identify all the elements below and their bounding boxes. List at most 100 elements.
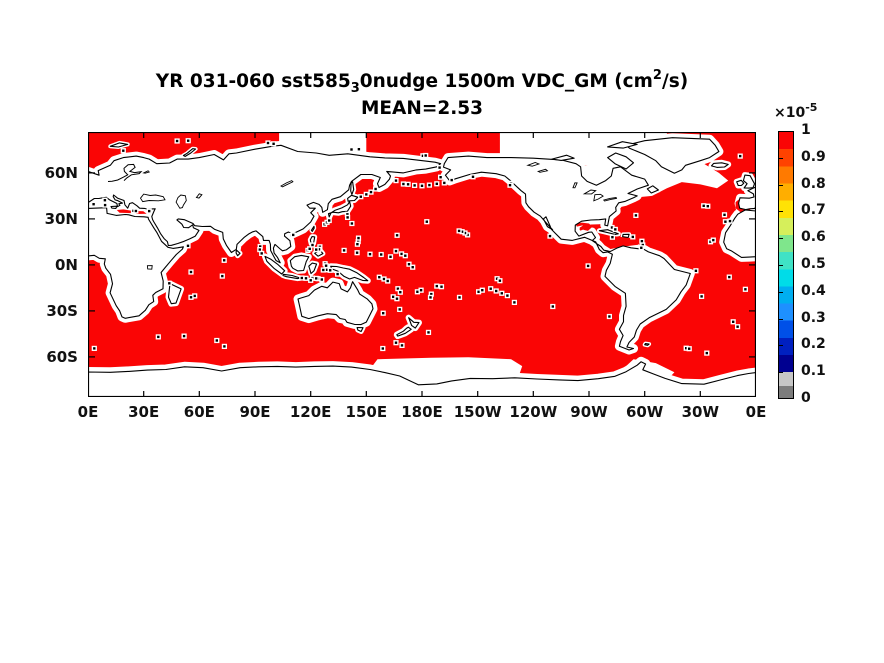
island-dot <box>728 219 732 223</box>
island-dot <box>260 252 263 255</box>
plot-title: YR 031-060 sst58530nudge 1500m VDC_GM (c… <box>155 68 689 96</box>
island-dot <box>315 277 318 280</box>
island-dot <box>328 219 331 222</box>
x-tick-label-120W: 120W <box>509 403 558 421</box>
island-dot <box>93 347 96 350</box>
island-dot <box>394 341 398 344</box>
coastline-java <box>282 273 302 280</box>
island-dot <box>586 264 590 268</box>
island-dot <box>435 284 438 288</box>
lake-lake-victoria <box>146 265 153 270</box>
lake-lake-erie-ontario <box>602 197 618 202</box>
coast-baltic-sea <box>107 163 143 182</box>
island-dot <box>175 139 179 143</box>
coastline-novaya-zemlya <box>182 148 197 157</box>
island-dot <box>495 277 499 280</box>
island-dot <box>382 277 386 281</box>
island-dot <box>413 184 416 187</box>
coastline-iceland <box>710 162 729 168</box>
high-value-patch-ionian-patch <box>116 209 132 214</box>
island-dot <box>189 270 193 274</box>
coastline-north-america <box>442 155 649 254</box>
island-dot <box>187 139 190 142</box>
coastline-west-africa-edge <box>723 209 756 258</box>
island-dot <box>406 183 410 186</box>
island-dot <box>723 213 726 216</box>
island-dot <box>471 175 475 178</box>
island-dot <box>404 254 407 257</box>
island-dot <box>688 347 691 350</box>
island-dot <box>641 243 644 247</box>
island-dot <box>122 149 125 152</box>
island-dot <box>421 154 425 157</box>
island-dot <box>215 339 218 342</box>
high-value-patch-gulf-of-mexico-loop <box>575 222 593 231</box>
island-dot <box>500 292 503 295</box>
island-dot <box>551 305 554 308</box>
island-dot <box>304 277 308 280</box>
island-dot <box>631 235 634 239</box>
island-dot <box>157 335 160 339</box>
x-tick-label-90W: 90W <box>570 403 608 421</box>
lake-lake-ladoga <box>142 170 151 174</box>
island-dot <box>430 292 433 296</box>
lake-black-sea <box>139 193 166 203</box>
island-dot <box>350 148 353 151</box>
coastline-sri-lanka <box>235 249 241 257</box>
x-tick-label-90E: 90E <box>239 403 271 421</box>
island-dot <box>438 166 441 169</box>
island-dot <box>424 154 427 157</box>
island-dot <box>346 216 349 219</box>
lake-lake-winnipeg <box>572 182 578 189</box>
island-dot <box>395 234 399 237</box>
island-dot <box>272 142 275 145</box>
island-dot <box>311 243 314 247</box>
island-dot <box>440 285 443 288</box>
island-dot <box>443 181 446 185</box>
island-dot <box>381 347 384 350</box>
island-dot <box>634 214 638 217</box>
island-dot <box>168 282 171 285</box>
island-dot <box>315 248 318 251</box>
island-dot <box>266 141 270 145</box>
island-dot <box>732 320 735 323</box>
y-tick-label-60S: 60S <box>46 347 78 366</box>
island-dot <box>350 222 354 225</box>
title-superscript: 2 <box>652 68 662 83</box>
island-dot <box>103 203 107 207</box>
island-dot <box>457 229 461 233</box>
high-value-patch-caribbean <box>599 235 639 249</box>
coastline-ellesmere <box>607 141 638 149</box>
coastline-japan-honshu <box>327 201 352 218</box>
title-subscript: 3 <box>350 81 360 96</box>
x-tick-label-0E: 0E <box>77 403 99 421</box>
coastline-svalbard <box>109 142 129 148</box>
island-dot <box>396 287 400 290</box>
island-dot <box>355 251 359 254</box>
island-dot <box>706 205 709 208</box>
island-dot <box>329 269 332 272</box>
lake-caspian-sea <box>175 194 187 209</box>
axes-border <box>88 132 756 397</box>
island-dot <box>694 269 698 272</box>
island-dot <box>702 204 705 207</box>
island-dot <box>709 240 712 243</box>
island-dot <box>193 294 196 298</box>
island-dot <box>378 276 381 279</box>
lake-great-bear-lake <box>526 162 541 167</box>
island-dot <box>477 290 480 293</box>
island-dot <box>223 259 226 262</box>
island-dot <box>325 268 328 271</box>
island-dot <box>463 231 467 235</box>
island-dot <box>425 220 428 223</box>
coastline-sakhalin <box>350 181 355 195</box>
coastline-hispaniola <box>622 233 630 239</box>
island-dot <box>394 249 398 253</box>
lake-aral-sea <box>195 193 203 199</box>
coastline-taiwan <box>310 225 315 232</box>
coastline-great-britain <box>742 174 756 189</box>
colorbar-tick-0: 0 <box>801 390 811 406</box>
coastline-sumatra <box>264 255 286 275</box>
island-dot <box>420 184 424 187</box>
